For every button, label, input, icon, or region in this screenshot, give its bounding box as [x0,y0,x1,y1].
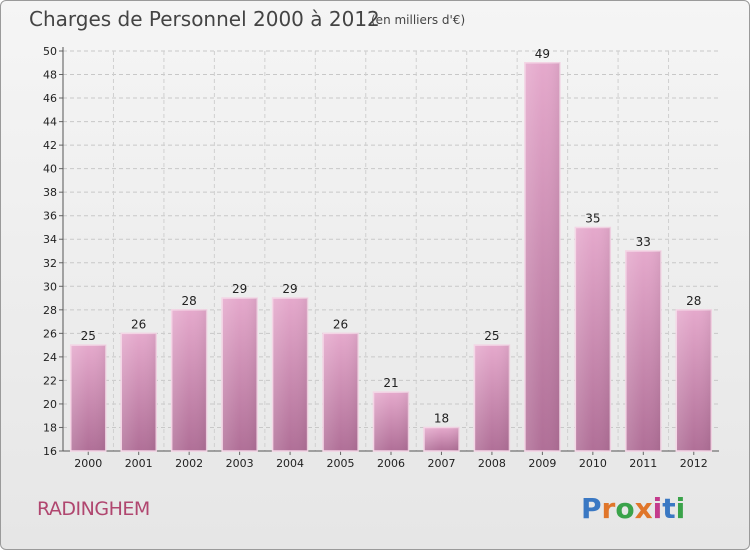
bar-shade [373,392,409,451]
bar-shade [323,333,359,451]
y-tick-label: 40 [43,163,57,176]
x-tick-label: 2004 [276,457,304,470]
bar-shade [423,427,459,451]
bar-value-label: 35 [585,211,600,225]
bar-value-label: 28 [686,294,701,308]
bar-shade [171,309,207,451]
y-tick-label: 24 [43,351,57,364]
x-tick-label: 2003 [226,457,254,470]
y-tick-label: 32 [43,257,57,270]
svg-text:Proxiti: Proxiti [581,492,685,525]
x-tick-label: 2001 [125,457,153,470]
y-tick-label: 48 [43,69,57,82]
logo-letter: x [635,492,653,525]
bar-shade [575,227,611,451]
bar-value-label: 26 [333,317,348,331]
logo-letter: i [653,492,663,525]
x-tick-label: 2012 [680,457,708,470]
bar-value-label: 26 [131,317,146,331]
y-tick-label: 28 [43,304,57,317]
x-tick-label: 2010 [579,457,607,470]
bar-value-label: 33 [636,235,651,249]
bar-value-label: 28 [182,294,197,308]
y-tick-label: 16 [43,445,57,458]
bar-shade [272,298,308,451]
logo-letter: i [676,492,686,525]
proxiti-logo: Proxiti [581,492,685,525]
bar-value-label: 18 [434,411,449,425]
chart-subtitle: (en milliers d'€) [371,13,465,27]
x-tick-label: 2005 [327,457,355,470]
bar-shade [676,309,712,451]
chart-title: Charges de Personnel 2000 à 2012 [29,7,380,31]
y-tick-label: 36 [43,210,57,223]
x-tick-label: 2011 [629,457,657,470]
bar-shade [70,345,106,451]
axes: 16 18 20 22 24 26 28 30 32 34 36 38 40 42 44 46 48 50 2000… [43,45,719,470]
y-tick-label: 30 [43,280,57,293]
bar-value-label: 29 [232,282,247,296]
logo-letter: t [662,492,675,525]
bar-value-label: 49 [535,47,550,61]
bar-value-label: 25 [484,329,499,343]
x-tick-label: 2009 [528,457,556,470]
bar-value-label: 29 [282,282,297,296]
bar-value-label: 25 [81,329,96,343]
bar-shade [625,251,661,451]
y-tick-label: 38 [43,186,57,199]
x-tick-label: 2000 [74,457,102,470]
bar-shade [121,333,157,451]
y-tick-label: 22 [43,374,57,387]
logo-letter: P [581,492,602,525]
y-tick-label: 20 [43,398,57,411]
y-tick-label: 44 [43,116,57,129]
x-tick-label: 2008 [478,457,506,470]
y-tick-label: 26 [43,327,57,340]
bar-shade [524,62,560,451]
bars: 25 26 28 29 29 26 21 18 25 49 35 33 28 [69,47,713,452]
grid-lines [63,50,719,452]
bar-shade [474,345,510,451]
y-tick-label: 34 [43,233,57,246]
y-tick-label: 42 [43,139,57,152]
x-tick-label: 2002 [175,457,203,470]
logo-letter: o [615,492,634,525]
bar-value-label: 21 [383,376,398,390]
logo-letter: r [602,492,616,525]
place-name: RADINGHEM [37,498,150,520]
y-tick-label: 50 [43,45,57,58]
y-tick-label: 46 [43,92,57,105]
x-tick-label: 2006 [377,457,405,470]
x-tick-label: 2007 [427,457,455,470]
y-tick-label: 18 [43,421,57,434]
bar-shade [222,298,258,451]
